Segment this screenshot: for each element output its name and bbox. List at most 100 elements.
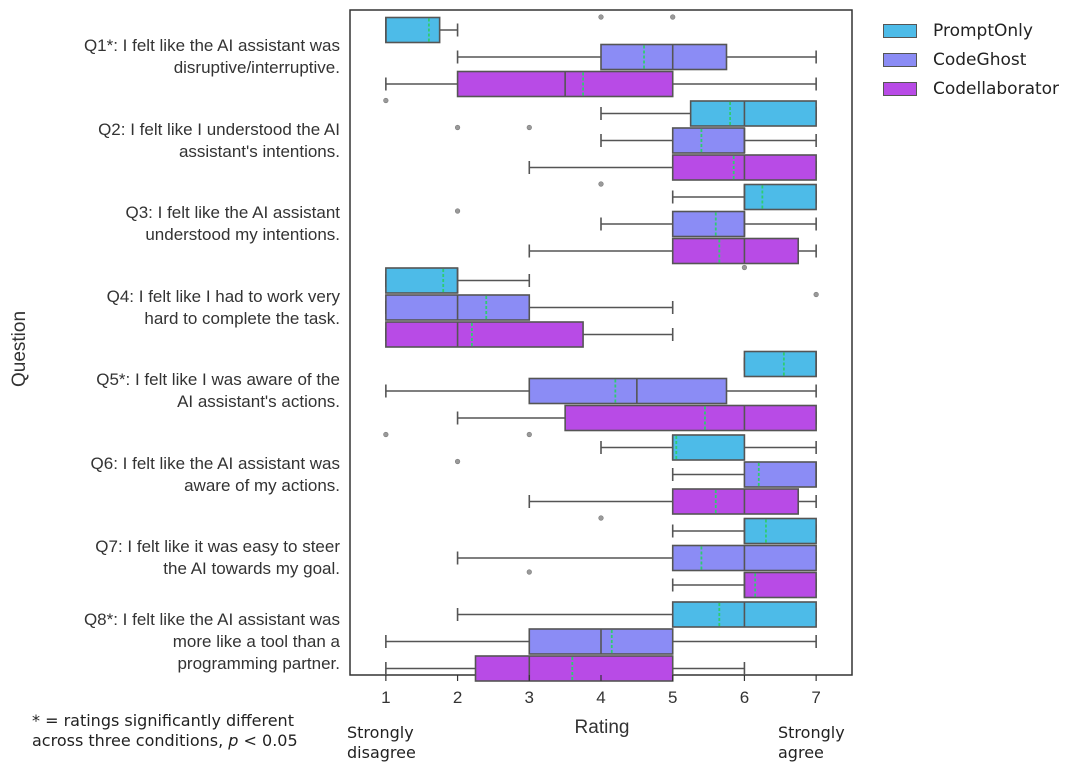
legend-item: Codellaborator [883,78,1065,100]
box-codeghost [454,458,817,488]
question-group [383,431,817,515]
question-group [385,14,817,98]
question-group [385,350,817,432]
question-label-line: AI assistant's actions. [177,392,340,411]
question-group [456,515,817,599]
iqr-box [528,377,728,405]
question-label-line: Q1*: I felt like the AI assistant was [83,36,340,55]
question-label: Q3: I felt like the AI assistant understo… [20,202,341,246]
iqr-box [743,350,817,378]
box-codellaborator [528,237,817,265]
question-label-line: Q8*: I felt like the AI assistant was [83,609,340,629]
iqr-box [385,321,584,348]
iqr-box [743,461,817,488]
iqr-box [385,267,459,294]
box-codellaborator [526,569,817,599]
x-tick-label: 6 [740,688,749,707]
iqr-box [385,16,441,44]
x-tick-label: 5 [668,688,677,707]
iqr-box [671,434,746,461]
box-promptonly [598,515,817,545]
iqr-box [689,100,817,127]
iqr-box [671,210,746,238]
box-promptonly [383,431,817,461]
iqr-box [671,127,746,154]
question-label-line: Q4: I felt like I had to work very [106,286,340,306]
legend-label: CodeGhost [933,50,1027,70]
question-label: Q8*: I felt like the AI assistant was mor… [20,609,340,675]
x-axis: 1 2 3 4 5 6 7 [381,675,821,707]
plot-area [349,9,853,682]
footnote-suffix: < 0.05 [238,731,298,750]
footnote-prefix: across three conditions, [32,731,229,750]
outlier-point [741,264,748,271]
iqr-box [564,404,817,432]
question-label-line: aware of my actions. [184,475,340,495]
outlier-point [526,124,532,131]
question-group [454,181,817,265]
question-group [385,601,817,682]
outlier-point [383,431,389,438]
outlier-point [526,431,532,438]
box-codeghost [454,208,817,238]
outlier-point [526,569,532,575]
question-label-line: understood my intentions. [145,225,340,244]
x-tick-label: 2 [453,688,462,707]
question-label-line: Q5*: I felt like I was aware of the [96,370,340,389]
box-codeghost [385,377,817,405]
x-tick-label: 4 [596,688,605,707]
question-label: Q4: I felt like I had to work very hard t… [20,286,340,330]
iqr-box [743,183,817,211]
iqr-box [600,43,728,71]
question-label: Q2: I felt like I understood the AI assis… [20,119,340,163]
box-promptonly [456,601,817,628]
question-label-line: more like a tool than a [172,631,340,651]
question-label-line: Q6: I felt like the AI assistant was [90,453,340,473]
box-promptonly [743,350,817,378]
box-promptonly [598,181,817,211]
scale-end-left-line-1: Strongly [347,723,414,742]
iqr-box [743,517,817,545]
outlier-point [454,124,461,131]
y-axis-label: Question [9,311,30,387]
x-tick-label: 3 [525,688,534,707]
legend-item: PromptOnly [883,20,1065,42]
question-label: Q5*: I felt like I was aware of the AI as… [20,369,340,413]
iqr-box [743,571,817,599]
iqr-box [671,237,800,265]
box-codeghost [385,291,819,321]
box-codellaborator [385,655,746,682]
iqr-box [671,488,800,515]
outlier-point [598,14,604,20]
scale-end-left: Strongly disagree [347,723,416,763]
box-promptonly [385,264,748,294]
question-label-line: Q7: I felt like it was easy to steer [95,537,340,556]
box-codeghost [456,43,817,71]
question-label-line: Q2: I felt like I understood the AI [98,119,340,139]
outlier-point [598,181,604,187]
legend-swatch [883,53,917,67]
box-codellaborator [385,321,674,348]
box-codeghost [385,628,817,655]
question-group [385,264,819,348]
iqr-box [474,655,674,682]
legend-label: PromptOnly [933,21,1033,41]
outlier-point [454,458,461,465]
scale-end-left-line-2: disagree [347,743,416,762]
legend-swatch [883,24,917,38]
outlier-point [454,208,461,214]
question-label: Q6: I felt like the AI assistant was awar… [20,453,340,497]
box-promptonly [383,97,817,127]
x-axis-label: Rating [575,717,630,738]
box-codeghost [456,544,817,572]
outlier-point [383,97,389,104]
legend-swatch [883,82,917,96]
question-label-line: the AI towards my goal. [163,559,340,578]
question-label-line: disruptive/interruptive. [173,58,340,77]
scale-end-right-line-2: agree [778,743,824,762]
footnote-line-2: across three conditions, p < 0.05 [32,731,298,751]
question-label-line: hard to complete the task. [144,308,340,328]
question-label: Q7: I felt like it was easy to steer the … [20,536,340,580]
box-codellaborator [385,70,817,98]
box-codellaborator [528,488,817,515]
